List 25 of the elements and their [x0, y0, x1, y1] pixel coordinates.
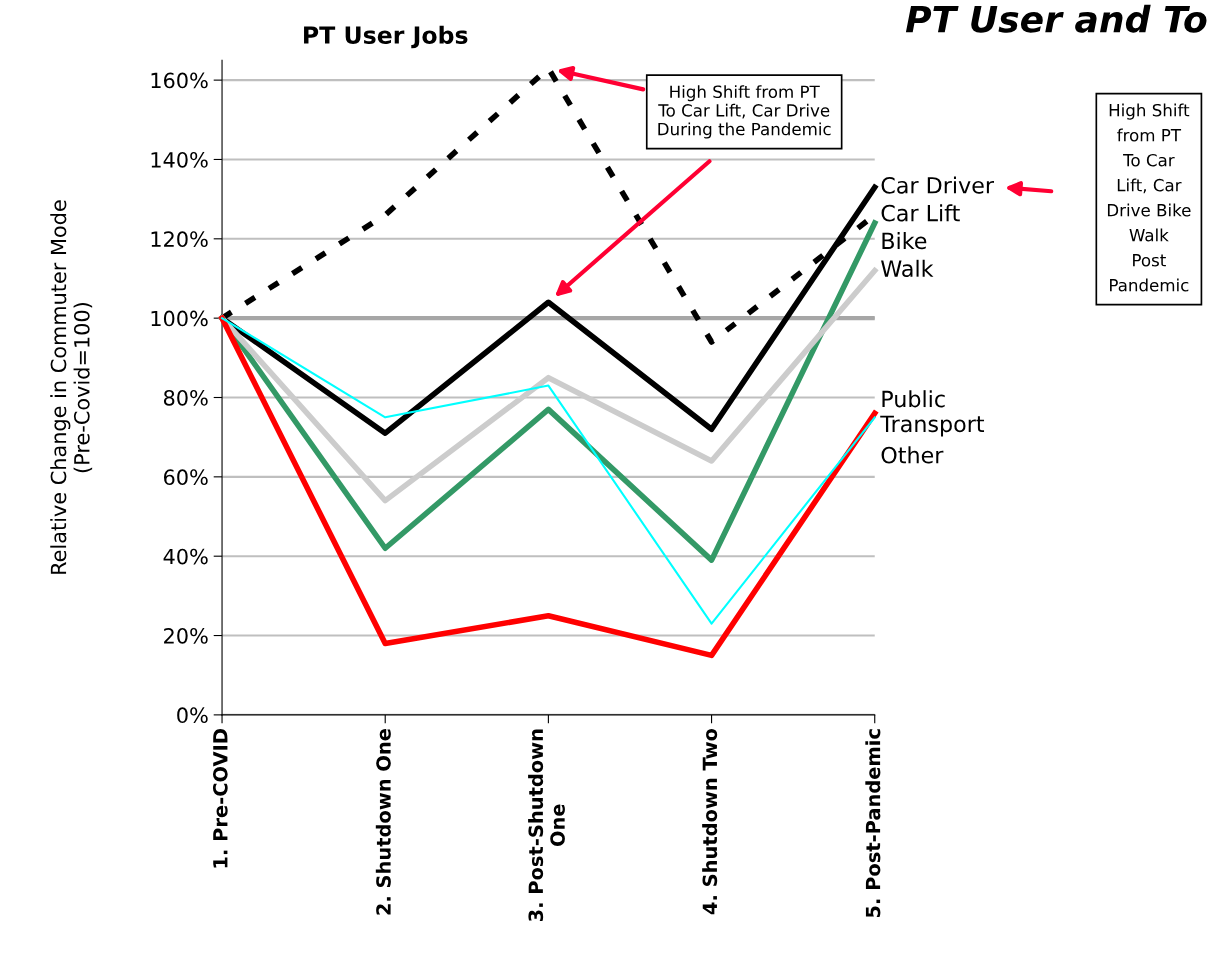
y-tick-label: 160% [151, 72, 208, 89]
series-label: Other [881, 446, 944, 464]
chart-title: PT User Jobs [304, 25, 468, 49]
y-tick-label: 20% [164, 627, 208, 644]
y-tick-label: 120% [151, 231, 208, 248]
annotation: High Shift from PT To Car Lift, Car Drive During the Pandemic [658, 85, 831, 139]
y-tick-label: 0% [177, 707, 208, 724]
x-tick-label: 5. Post-Pandemic [865, 729, 881, 918]
y-tick-label: 80% [163, 389, 208, 406]
y-tick-label: 140% [151, 151, 208, 168]
y-tick-label: 40% [163, 548, 208, 565]
x-tick-label: 3. Post-Shutdown One [528, 729, 565, 922]
series-label: Public Transport [880, 390, 985, 437]
x-tick-label: 4. Shutdown Two [702, 728, 718, 915]
y-tick-label: 100% [151, 310, 208, 327]
y-axis-title: Relative Change in Commuter Mode (Pre-Covid=100) [50, 200, 93, 574]
series-label: Walk [881, 259, 934, 277]
series-label: Car Driver [881, 176, 995, 194]
x-tick-label: 2. Shutdown One [375, 729, 391, 915]
y-tick-label: 60% [164, 469, 208, 486]
series-label: Bike [882, 232, 927, 250]
series-label: Car Lift [881, 204, 960, 222]
text: High Shift from PT To Car Lift, Car Drive Bike Walk Post Pandemic [1107, 103, 1191, 292]
text: PT User and To [905, 4, 1207, 33]
x-tick-label: 1. Pre-COVID [212, 729, 228, 868]
